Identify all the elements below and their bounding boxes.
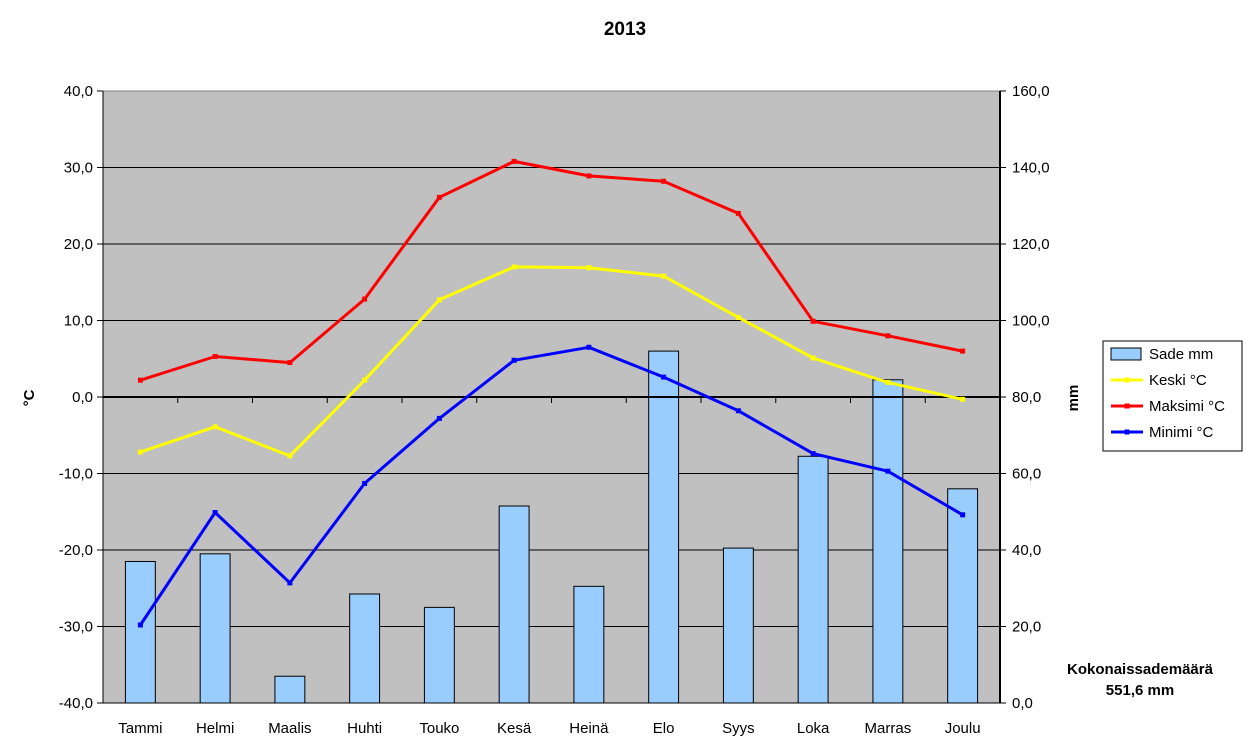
- y-right-tick-label: 120,0: [1012, 236, 1050, 253]
- x-tick-label: Tammi: [118, 720, 162, 737]
- y-left-axis-title: °C: [21, 389, 38, 406]
- y-left-tick-label: 30,0: [64, 160, 93, 177]
- point-minimi-c: [137, 622, 143, 628]
- bar-maalis: [274, 675, 306, 704]
- total-value: 551,6 mm: [1106, 682, 1174, 699]
- bar-marras: [872, 379, 904, 704]
- point-minimi-c: [212, 510, 218, 516]
- y-right-tick-label: 80,0: [1012, 389, 1041, 406]
- series-line-minimi-c: [139, 345, 964, 626]
- y-right-axis-title: mm: [1065, 385, 1082, 412]
- y-left-tick-label: -20,0: [59, 542, 93, 559]
- legend-label: Sade mm: [1149, 346, 1213, 363]
- y-right-tick-label: 40,0: [1012, 542, 1041, 559]
- y-left-tick-label: -30,0: [59, 619, 93, 636]
- y-left-tick-label: 20,0: [64, 236, 93, 253]
- legend-swatch-sade-mm: [1110, 347, 1142, 361]
- point-keski-c: [436, 297, 442, 303]
- y-left-tick-label: 10,0: [64, 313, 93, 330]
- point-minimi-c: [287, 580, 293, 586]
- point-minimi-c: [735, 408, 741, 414]
- point-keski-c: [586, 265, 592, 271]
- point-keski-c: [810, 355, 816, 361]
- x-tick-label: Heinä: [569, 720, 609, 737]
- point-maksimi-c: [735, 210, 741, 216]
- bar-hein: [573, 585, 605, 704]
- bar-helmi: [199, 553, 231, 704]
- bar-huhti: [349, 593, 381, 704]
- bar-joulu: [947, 488, 979, 704]
- x-tick-label: Loka: [797, 720, 830, 737]
- point-keski-c: [511, 264, 517, 270]
- bar-syys: [722, 547, 754, 704]
- legend: Sade mm Keski °C Maksimi °C Minimi °C: [1102, 340, 1243, 452]
- legend-marker: [1124, 403, 1130, 409]
- y-left-tick-label: 40,0: [64, 83, 93, 100]
- legend-marker: [1124, 377, 1130, 383]
- x-tick-label: Kesä: [497, 720, 532, 737]
- series-line-maksimi-c: [139, 159, 963, 382]
- point-maksimi-c: [287, 360, 293, 366]
- point-minimi-c: [362, 480, 368, 486]
- y-right-tick-label: 20,0: [1012, 619, 1041, 636]
- y-right-tick-label: 140,0: [1012, 160, 1050, 177]
- point-maksimi-c: [885, 333, 891, 339]
- x-tick-label: Elo: [653, 720, 675, 737]
- point-keski-c: [212, 424, 218, 430]
- y-right-tick-label: 160,0: [1012, 83, 1050, 100]
- point-minimi-c: [661, 374, 667, 380]
- x-tick-label: Helmi: [196, 720, 234, 737]
- point-maksimi-c: [362, 296, 368, 302]
- point-minimi-c: [960, 512, 966, 518]
- point-minimi-c: [885, 468, 891, 474]
- point-maksimi-c: [586, 173, 592, 179]
- x-tick-label: Syys: [722, 720, 755, 737]
- legend-label: Minimi °C: [1149, 424, 1213, 441]
- point-keski-c: [960, 396, 966, 402]
- point-maksimi-c: [137, 377, 143, 383]
- y-left-tick-label: -40,0: [59, 695, 93, 712]
- y-left-tick-label: 0,0: [72, 389, 93, 406]
- x-tick-label: Maalis: [268, 720, 311, 737]
- bar-loka: [797, 455, 829, 704]
- legend-label: Maksimi °C: [1149, 398, 1225, 415]
- x-tick-label: Marras: [865, 720, 912, 737]
- y-right-tick-label: 0,0: [1012, 695, 1033, 712]
- point-keski-c: [661, 273, 667, 279]
- y-right-tick-label: 100,0: [1012, 313, 1050, 330]
- plot-area: -40,0 -30,0 -20,0 -10,0 0,0 10,0 20,0 30,0 40,0 0…: [59, 83, 1050, 737]
- series-line-keski-c: [139, 265, 963, 458]
- bar-kes: [498, 505, 530, 704]
- point-keski-c: [362, 377, 368, 383]
- point-maksimi-c: [511, 158, 517, 164]
- bar-elo: [648, 350, 680, 704]
- y-right-tick-label: 60,0: [1012, 466, 1041, 483]
- legend-marker: [1124, 429, 1130, 435]
- point-minimi-c: [810, 451, 816, 457]
- x-tick-label: Joulu: [945, 720, 981, 737]
- x-tick-label: Huhti: [347, 720, 382, 737]
- chart-title: 2013: [604, 19, 646, 40]
- point-keski-c: [735, 314, 741, 320]
- total-label: Kokonaissademäärä: [1067, 661, 1214, 678]
- point-maksimi-c: [810, 318, 816, 324]
- point-minimi-c: [586, 344, 592, 350]
- bar-tammi: [124, 560, 156, 704]
- x-tick-label: Touko: [419, 720, 459, 737]
- point-keski-c: [137, 449, 143, 455]
- point-maksimi-c: [212, 353, 218, 359]
- point-minimi-c: [436, 415, 442, 421]
- point-keski-c: [885, 379, 891, 385]
- point-maksimi-c: [960, 348, 966, 354]
- point-maksimi-c: [661, 178, 667, 184]
- legend-label: Keski °C: [1149, 372, 1207, 389]
- point-keski-c: [287, 453, 293, 459]
- bar-touko: [423, 606, 455, 704]
- point-minimi-c: [511, 357, 517, 363]
- point-maksimi-c: [436, 194, 442, 200]
- y-left-tick-label: -10,0: [59, 466, 93, 483]
